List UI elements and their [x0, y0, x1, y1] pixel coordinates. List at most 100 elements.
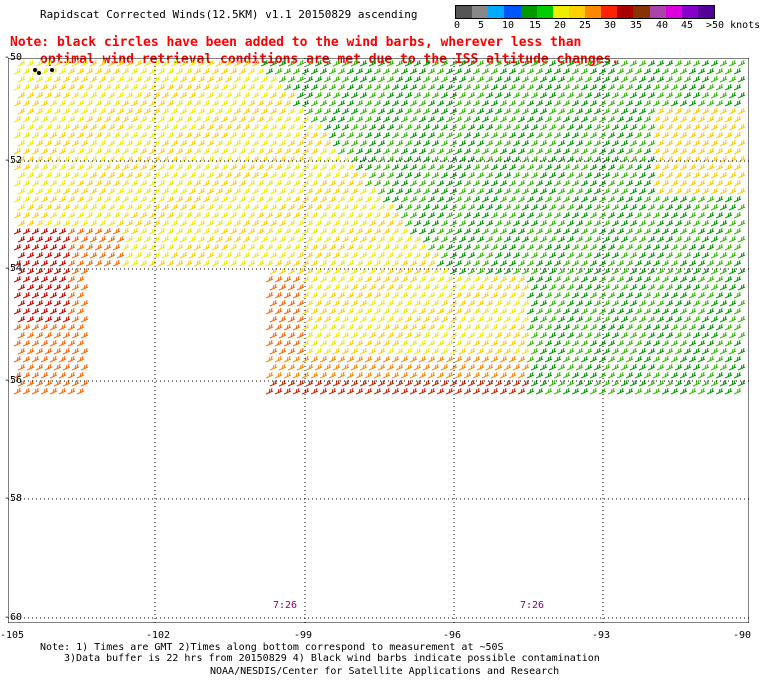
wind-barb: [166, 179, 175, 187]
wind-barb: [701, 139, 710, 147]
wind-barb: [386, 123, 395, 131]
wind-barb: [121, 211, 130, 219]
wind-barb: [418, 291, 427, 299]
wind-barb: [71, 235, 80, 243]
wind-barb: [382, 355, 391, 363]
wind-barb: [364, 211, 373, 219]
wind-barb: [121, 195, 130, 203]
wind-barb: [643, 275, 652, 283]
wind-barb: [319, 67, 328, 75]
wind-barb: [602, 59, 611, 67]
wind-barb: [467, 299, 476, 307]
wind-barb: [719, 187, 728, 195]
wind-barb: [116, 91, 125, 99]
wind-barb: [319, 83, 328, 91]
wind-barb: [688, 163, 697, 171]
wind-barb: [580, 195, 589, 203]
wind-barb: [53, 379, 62, 387]
wind-barb: [355, 99, 364, 107]
wind-barb: [67, 67, 76, 75]
wind-barb: [427, 387, 436, 395]
wind-barb: [17, 155, 26, 163]
wind-barb: [260, 171, 269, 179]
wind-barb: [296, 267, 305, 275]
wind-barb: [485, 203, 494, 211]
wind-barb: [71, 219, 80, 227]
wind-barb: [238, 211, 247, 219]
wind-barb: [575, 315, 584, 323]
wind-barb: [62, 203, 71, 211]
wind-barb: [499, 227, 508, 235]
wind-barb: [224, 91, 233, 99]
wind-barb: [134, 59, 143, 67]
wind-barb: [661, 243, 670, 251]
wind-barb: [512, 187, 521, 195]
wind-barb: [400, 355, 409, 363]
wind-barb: [107, 187, 116, 195]
wind-barb: [692, 59, 701, 67]
wind-barb: [566, 347, 575, 355]
wind-barb: [382, 163, 391, 171]
wind-barb: [413, 123, 422, 131]
wind-barb: [67, 115, 76, 123]
wind-barb: [175, 67, 184, 75]
wind-barb: [112, 99, 121, 107]
wind-barb: [310, 195, 319, 203]
wind-barb: [661, 83, 670, 91]
wind-barb: [188, 107, 197, 115]
wind-barb: [692, 363, 701, 371]
wind-barb: [31, 147, 40, 155]
wind-barb: [269, 107, 278, 115]
wind-barb: [386, 59, 395, 67]
wind-barb: [517, 211, 526, 219]
wind-barb: [602, 123, 611, 131]
wind-barb: [688, 179, 697, 187]
wind-barb: [602, 203, 611, 211]
wind-barb: [382, 179, 391, 187]
wind-barb: [526, 243, 535, 251]
wind-barb: [247, 259, 256, 267]
wind-barb: [589, 227, 598, 235]
wind-barb: [350, 299, 359, 307]
wind-barb: [76, 291, 85, 299]
wind-barb: [485, 155, 494, 163]
wind-barb: [377, 187, 386, 195]
wind-barb: [283, 387, 292, 395]
wind-barb: [548, 331, 557, 339]
wind-barb: [652, 131, 661, 139]
wind-barb: [413, 171, 422, 179]
wind-barb: [674, 107, 683, 115]
wind-barb: [418, 227, 427, 235]
wind-barb: [593, 379, 602, 387]
wind-barb: [130, 243, 139, 251]
wind-barb: [737, 171, 746, 179]
wind-barb: [697, 275, 706, 283]
wind-barb: [656, 299, 665, 307]
wind-barb: [35, 379, 44, 387]
wind-barb: [634, 307, 643, 315]
wind-barb: [485, 123, 494, 131]
wind-barb: [413, 299, 422, 307]
wind-barb: [499, 147, 508, 155]
wind-barb: [314, 315, 323, 323]
wind-barb: [625, 371, 634, 379]
wind-barb: [404, 139, 413, 147]
wind-barb: [314, 299, 323, 307]
wind-barb: [670, 99, 679, 107]
wind-barb: [62, 139, 71, 147]
wind-barb: [400, 323, 409, 331]
wind-barb: [665, 171, 674, 179]
wind-barb: [350, 347, 359, 355]
wind-barb: [170, 75, 179, 83]
wind-barb: [229, 243, 238, 251]
wind-barb: [332, 203, 341, 211]
wind-barb: [683, 235, 692, 243]
wind-barb: [382, 339, 391, 347]
wind-barb: [58, 371, 67, 379]
wind-barb: [463, 387, 472, 395]
wind-barb: [62, 315, 71, 323]
wind-barb: [683, 91, 692, 99]
wind-barb: [179, 235, 188, 243]
wind-barb: [679, 67, 688, 75]
wind-barb: [278, 187, 287, 195]
